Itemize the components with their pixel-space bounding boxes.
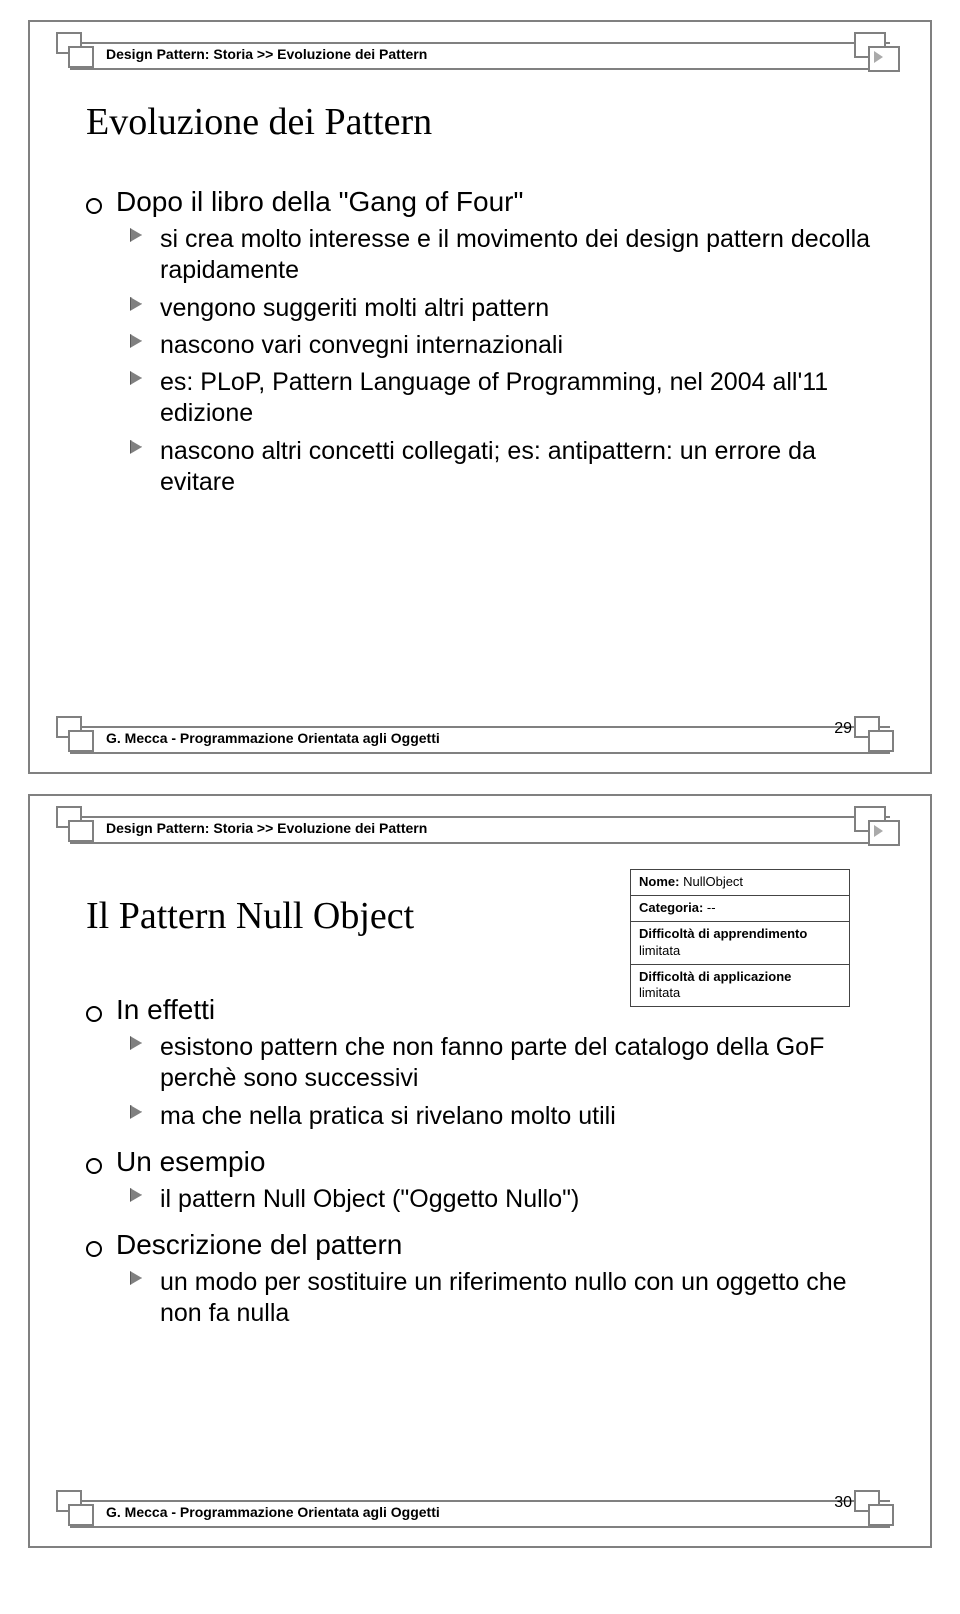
bullet-1: In effetti [86, 994, 894, 1026]
footer-line [70, 752, 890, 754]
breadcrumb: Design Pattern: Storia >> Evoluzione dei… [106, 46, 427, 62]
bullet-3: Descrizione del pattern [86, 1229, 894, 1261]
chevron-right-icon [874, 825, 883, 837]
info-name: Nome: NullObject [630, 869, 850, 896]
page-number: 30 [834, 1494, 852, 1512]
label: Nome: [639, 874, 679, 889]
nav [854, 806, 904, 852]
deco-boxes [854, 716, 904, 762]
deco-boxes [56, 806, 94, 852]
deco-boxes [854, 1490, 904, 1536]
slide-30: Design Pattern: Storia >> Evoluzione dei… [28, 794, 932, 1548]
deco-boxes [56, 1490, 94, 1536]
header-line [70, 42, 890, 44]
nav-next-button[interactable] [868, 820, 900, 846]
footer-text: G. Mecca - Programmazione Orientata agli… [106, 1504, 440, 1520]
bullet-1-5: nascono altri concetti collegati; es: an… [130, 436, 894, 499]
header: Design Pattern: Storia >> Evoluzione dei… [70, 816, 890, 844]
page-number: 29 [834, 720, 852, 738]
deco-box [68, 730, 94, 752]
bullet-3-1: un modo per sostituire un riferimento nu… [130, 1267, 894, 1330]
deco-box [68, 820, 94, 842]
nav-next-button[interactable] [868, 46, 900, 72]
footer-line [70, 1526, 890, 1528]
footer-line [70, 726, 890, 728]
nav [854, 32, 904, 78]
bullet-2: Un esempio [86, 1146, 894, 1178]
info-learn: Difficoltà di apprendimento limitata [630, 921, 850, 965]
deco-box [68, 46, 94, 68]
label: Difficoltà di apprendimento [639, 926, 807, 941]
deco-boxes [56, 32, 94, 78]
chevron-right-icon [874, 51, 883, 63]
content: Dopo il libro della "Gang of Four" si cr… [86, 172, 894, 504]
bullet-1-1: si crea molto interesse e il movimento d… [130, 224, 894, 287]
bullet-1-4: es: PLoP, Pattern Language of Programmin… [130, 367, 894, 430]
bullet-1-3: nascono vari convegni internazionali [130, 330, 894, 361]
bullet-1-2: vengono suggeriti molti altri pattern [130, 293, 894, 324]
value: -- [707, 900, 716, 915]
footer-text: G. Mecca - Programmazione Orientata agli… [106, 730, 440, 746]
deco-box [68, 1504, 94, 1526]
bullet-1-1: esistono pattern che non fanno parte del… [130, 1032, 894, 1095]
bullet-1-2: ma che nella pratica si rivelano molto u… [130, 1101, 894, 1132]
footer: G. Mecca - Programmazione Orientata agli… [70, 1500, 890, 1528]
content: In effetti esistono pattern che non fann… [86, 980, 894, 1336]
header: Design Pattern: Storia >> Evoluzione dei… [70, 42, 890, 70]
footer-line [70, 1500, 890, 1502]
slide-title: Evoluzione dei Pattern [86, 100, 432, 144]
bullet-2-1: il pattern Null Object ("Oggetto Nullo") [130, 1184, 894, 1215]
deco-box [868, 1504, 894, 1526]
header-line [70, 842, 890, 844]
breadcrumb: Design Pattern: Storia >> Evoluzione dei… [106, 820, 427, 836]
slide-title: Il Pattern Null Object [86, 894, 414, 938]
deco-box [868, 730, 894, 752]
bullet-1: Dopo il libro della "Gang of Four" [86, 186, 894, 218]
value: NullObject [683, 874, 743, 889]
header-line [70, 68, 890, 70]
footer: G. Mecca - Programmazione Orientata agli… [70, 726, 890, 754]
value: limitata [639, 943, 680, 958]
info-category: Categoria: -- [630, 895, 850, 922]
slide-29: Design Pattern: Storia >> Evoluzione dei… [28, 20, 932, 774]
header-line [70, 816, 890, 818]
label: Categoria: [639, 900, 703, 915]
deco-boxes [56, 716, 94, 762]
